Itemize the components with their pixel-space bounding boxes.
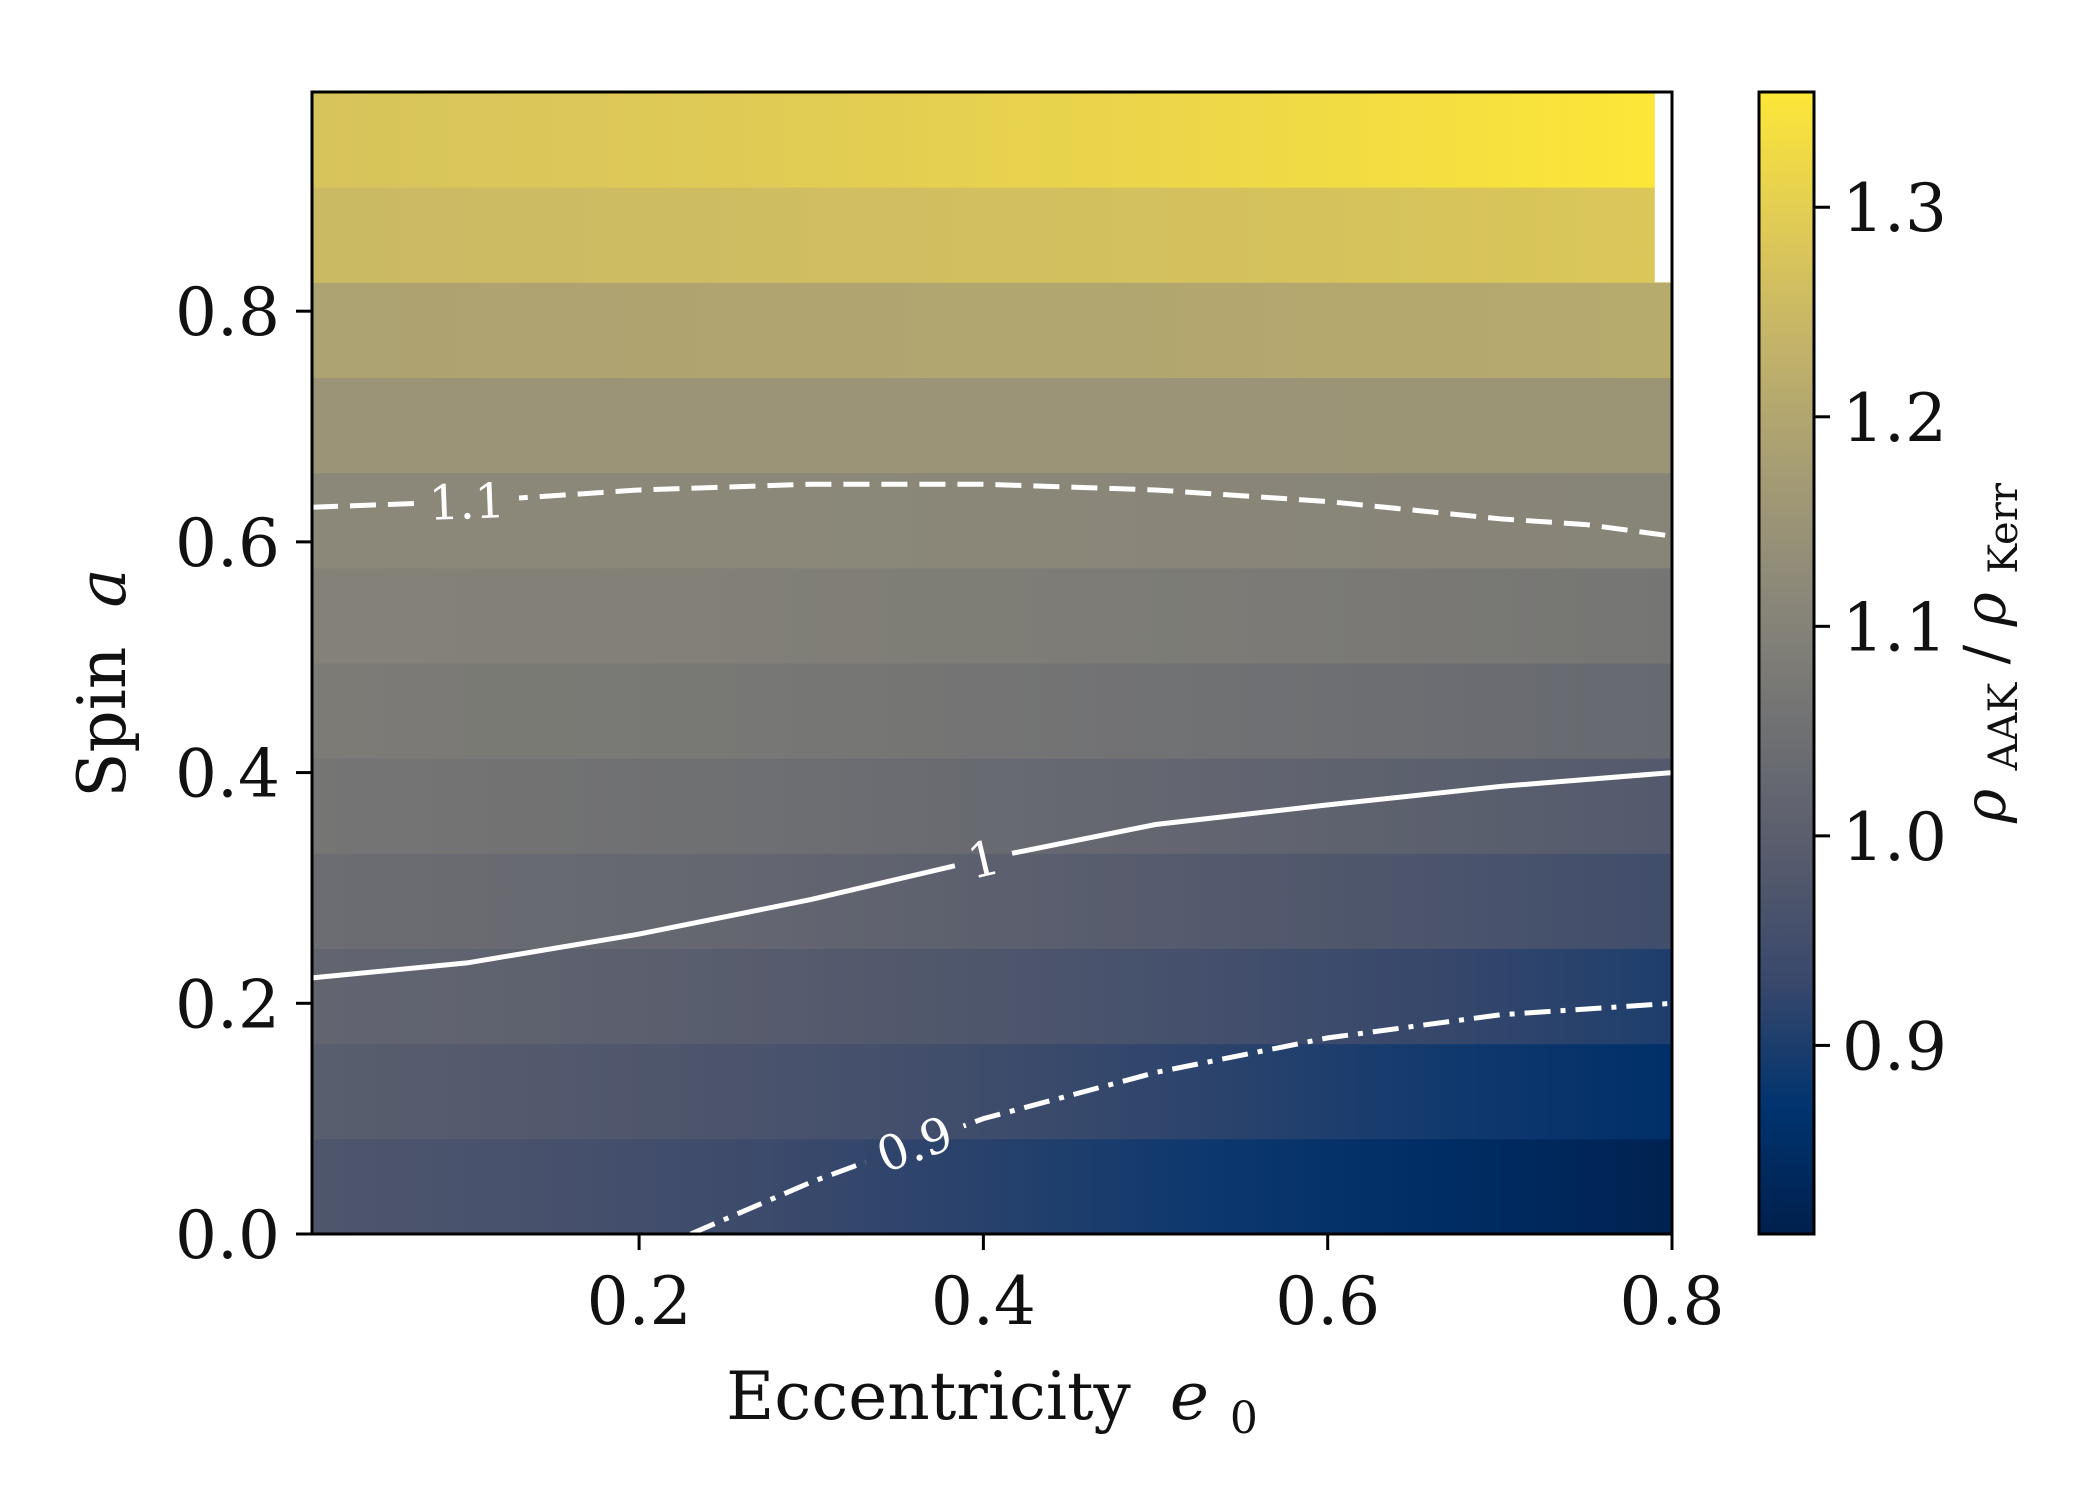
contour-line-1-1: [311, 481, 1673, 539]
x-tick-label: 0.2: [587, 1263, 692, 1340]
heatmap-blank-cell: [1654, 92, 1672, 283]
colorbar-title: ρ AAK / ρ Kerr: [1951, 482, 2031, 824]
heatmap-band: [312, 758, 1672, 854]
colorbar-gradient: [1759, 92, 1814, 1234]
colorbar: 0.9 1.0 1.1 1.2 1.3 ρ AAK / ρ Kerr: [1757, 90, 2031, 1236]
x-tick-label: 0.4: [931, 1263, 1036, 1340]
heatmap: [312, 92, 1672, 1235]
colorbar-title-rho-1: ρ: [1951, 789, 2019, 824]
x-axis-title: Eccentricity e 0: [726, 1358, 1258, 1444]
colorbar-tick-label: 1.2: [1842, 380, 1947, 457]
plot-frame: [310, 90, 1674, 1236]
x-tick-label: 0.8: [1620, 1263, 1725, 1340]
colorbar-tick-label: 1.3: [1842, 170, 1947, 247]
colorbar-title-rho-2: ρ: [1951, 592, 2019, 627]
y-axis-title-text: Spin: [64, 647, 141, 798]
contour-labels: 1.110.9: [428, 473, 1005, 1184]
y-axis-title: Spin a: [64, 568, 141, 797]
x-axis-subscript: 0: [1230, 1393, 1258, 1444]
y-tick-label: 0.8: [175, 274, 280, 351]
heatmap-band: [312, 663, 1672, 759]
colorbar-tick-label: 0.9: [1842, 1008, 1947, 1085]
colorbar-tick-label: 1.1: [1842, 589, 1947, 666]
y-axis: 0.0 0.2 0.4 0.6 0.8: [175, 274, 312, 1274]
y-tick-label: 0.6: [175, 505, 280, 582]
heatmap-band: [312, 92, 1672, 188]
heatmap-band: [312, 1043, 1672, 1140]
y-tick-label: 0.0: [175, 1197, 280, 1274]
colorbar-title-sub-2: Kerr: [1981, 482, 2027, 574]
y-tick-label: 0.2: [175, 966, 280, 1043]
heatmap-band: [312, 187, 1672, 283]
contour-label: 1.1: [428, 473, 506, 532]
y-axis-symbol: a: [64, 568, 141, 607]
heatmap-band: [312, 853, 1672, 949]
contour-lines: [311, 481, 1673, 1237]
heatmap-band: [312, 282, 1672, 378]
heatmap-band: [312, 377, 1672, 474]
heatmap-band: [312, 472, 1672, 569]
x-axis-title-text: Eccentricity: [726, 1358, 1131, 1435]
colorbar-title-slash: /: [1951, 644, 2019, 664]
heatmap-band: [312, 567, 1672, 664]
heatmap-band: [312, 1138, 1672, 1235]
y-tick-label: 0.4: [175, 736, 280, 813]
colorbar-tick-label: 1.0: [1842, 799, 1947, 876]
x-axis: 0.2 0.4 0.6 0.8: [587, 1234, 1725, 1340]
heatmap-band: [312, 948, 1672, 1045]
colorbar-title-sub-1: AAK: [1981, 682, 2027, 772]
contour-line-1: [311, 770, 1673, 981]
x-tick-label: 0.6: [1275, 1263, 1380, 1340]
colorbar-frame: [1757, 90, 1816, 1236]
colorbar-ticks: 0.9 1.0 1.1 1.2 1.3: [1814, 170, 1947, 1085]
x-axis-symbol: e: [1170, 1358, 1209, 1435]
